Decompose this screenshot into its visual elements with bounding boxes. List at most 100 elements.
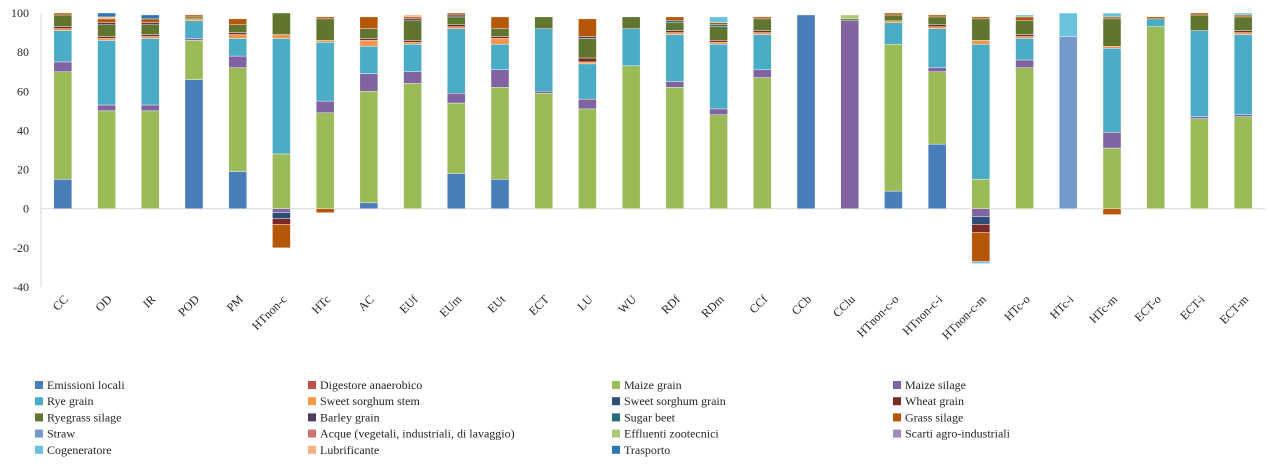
bar-segment	[884, 190, 903, 209]
bar-segment	[447, 26, 466, 29]
bar-segment	[1190, 118, 1209, 209]
bar-segment	[184, 20, 204, 39]
bar-segment-negative	[971, 224, 991, 233]
bar-segment	[184, 79, 204, 209]
bar-segment	[884, 12, 903, 16]
bar-segment	[53, 71, 73, 180]
legend-label: Maize silage	[905, 378, 966, 392]
bar-segment	[97, 22, 116, 25]
bar-segment	[141, 34, 160, 37]
bar-segment	[578, 98, 597, 110]
x-tick-label: CC	[50, 292, 71, 313]
bar-segment	[927, 14, 947, 18]
bar-segment	[971, 40, 991, 45]
bar-segment	[1233, 116, 1253, 209]
bar-segment	[228, 34, 247, 39]
bar-segment	[534, 16, 553, 29]
bar-segment	[665, 81, 685, 88]
x-tick-label: PM	[224, 292, 246, 314]
legend-swatch	[612, 413, 620, 422]
bar-segment	[621, 16, 641, 29]
legend-label: Lubrificante	[320, 443, 379, 457]
bar-segment	[403, 44, 422, 72]
legend-label: Effluenti zootecnici	[624, 427, 719, 441]
y-tick-label: 100	[11, 6, 29, 20]
x-tick-label: IR	[140, 292, 158, 310]
y-tick-label: 80	[17, 45, 29, 59]
bar-segment-negative	[971, 216, 991, 225]
x-tick-label: ECT-i	[1177, 292, 1208, 323]
bar-segment	[1102, 18, 1122, 47]
bar-segment	[709, 24, 728, 27]
bar-segment	[1102, 12, 1122, 18]
legend-swatch	[893, 429, 901, 438]
bar-segment	[1059, 12, 1078, 37]
x-tick-label: HTnon-c-o	[854, 292, 902, 340]
bar-segment	[359, 73, 379, 92]
x-tick-label: HTc-o	[1001, 292, 1032, 323]
bar-segment	[1102, 147, 1122, 209]
x-tick-label: ECT	[526, 292, 552, 318]
bar-segment	[403, 42, 422, 45]
bar-segment	[665, 20, 685, 23]
legend-swatch	[893, 381, 901, 389]
legend-label: Ryegrass silage	[47, 410, 122, 424]
bar-segment	[578, 18, 597, 37]
bar-segment	[1146, 16, 1165, 20]
bar-segment	[1015, 59, 1034, 68]
bar-segment	[359, 16, 379, 29]
bar-segment	[753, 32, 772, 35]
bar-segment	[753, 77, 772, 209]
bar-segment	[403, 83, 422, 209]
bar-segment-negative	[971, 261, 991, 264]
bar-segment	[403, 18, 422, 22]
bar-segment	[1233, 114, 1253, 117]
bar-segment	[53, 12, 73, 16]
bar-segment	[1233, 16, 1253, 31]
bar-segment	[490, 16, 510, 29]
bar-segment	[403, 16, 422, 20]
bar-segment	[927, 26, 947, 29]
bar-segment-negative	[272, 208, 291, 213]
bar-segment	[1190, 12, 1209, 16]
bar-segment	[53, 61, 73, 72]
bar-segment	[141, 110, 160, 209]
bar-segment	[578, 61, 597, 65]
bar-segment	[1190, 116, 1209, 119]
bar-segment	[927, 28, 947, 68]
legend-label: Sweet sorghum stem	[320, 394, 420, 408]
bar-segment	[578, 38, 597, 59]
bar-segment	[272, 153, 291, 209]
bar-segment	[971, 179, 991, 209]
bar-segment	[1015, 34, 1034, 37]
bar-segment	[971, 44, 991, 180]
legend-swatch	[35, 445, 43, 454]
bar-segment	[53, 28, 73, 31]
y-tick-label: 60	[17, 84, 29, 98]
bar-segment	[447, 16, 466, 25]
bar-segment-negative	[272, 218, 291, 225]
bar-segment	[1059, 36, 1078, 209]
bar-segment	[490, 28, 510, 37]
bar-segment	[709, 26, 728, 41]
bar-segment	[228, 38, 247, 57]
bar-segment	[403, 40, 422, 43]
x-tick-label: HTc-m	[1086, 292, 1120, 326]
bar-segment	[228, 18, 247, 25]
bar-segment	[97, 16, 116, 20]
x-tick-label: HTnon-c-i	[900, 292, 946, 338]
bar-segment	[534, 93, 553, 209]
bar-segment	[228, 55, 247, 69]
bar-segment	[97, 38, 116, 41]
bar-segment	[578, 108, 597, 209]
bar-segment	[709, 42, 728, 45]
bar-segment	[884, 22, 903, 45]
bar-segment	[1146, 26, 1165, 209]
legend-swatch	[35, 381, 43, 389]
bar-segment	[184, 14, 204, 18]
x-tick-label: ECT-m	[1217, 292, 1252, 327]
bar-segment	[1015, 14, 1034, 18]
bar-segment	[1102, 46, 1122, 49]
